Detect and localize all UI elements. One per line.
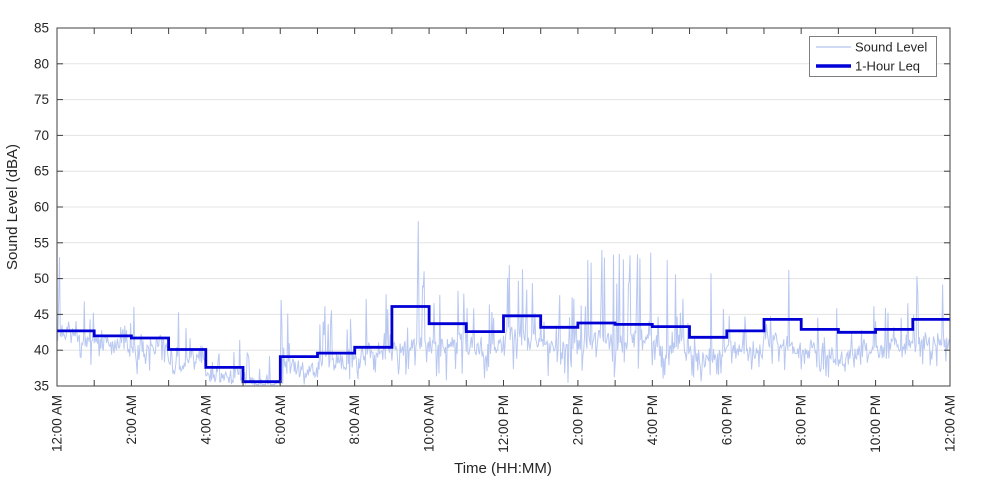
y-tick-label: 70 bbox=[34, 128, 49, 143]
y-tick-label: 85 bbox=[34, 21, 49, 36]
x-tick-label: 10:00 AM bbox=[422, 395, 437, 452]
y-axis-title: Sound Level (dBA) bbox=[4, 144, 21, 270]
x-tick-label: 4:00 AM bbox=[198, 395, 213, 445]
axis-ticks bbox=[56, 27, 951, 387]
x-tick-label: 6:00 AM bbox=[273, 395, 288, 445]
legend-entry-sound-level: Sound Level bbox=[816, 40, 927, 55]
y-tick-label: 75 bbox=[34, 92, 49, 107]
x-tick-label: 6:00 PM bbox=[719, 395, 734, 445]
x-tick-labels: 12:00 AM 2:00 AM 4:00 AM 6:00 AM 8:00 AM 10:0… bbox=[50, 395, 958, 453]
y-tick-label: 50 bbox=[34, 271, 49, 286]
x-tick-label: 2:00 AM bbox=[124, 395, 139, 445]
y-tick-label: 40 bbox=[34, 343, 49, 358]
y-tick-label: 35 bbox=[34, 379, 49, 394]
x-tick-label: 8:00 AM bbox=[347, 395, 362, 445]
y-tick-label: 60 bbox=[34, 200, 49, 215]
y-tick-label: 45 bbox=[34, 307, 49, 322]
x-tick-label: 12:00 AM bbox=[943, 395, 958, 452]
x-tick-label: 8:00 PM bbox=[794, 395, 809, 445]
x-tick-label: 4:00 PM bbox=[645, 395, 660, 445]
y-tick-label: 65 bbox=[34, 164, 49, 179]
y-tick-label: 80 bbox=[34, 56, 49, 71]
sound-level-series bbox=[56, 221, 951, 387]
leq-series bbox=[57, 305, 950, 384]
legend-label-leq: 1-Hour Leq bbox=[855, 59, 920, 74]
x-tick-label: 12:00 PM bbox=[496, 395, 511, 453]
y-tick-labels: 35 40 45 50 55 60 65 70 75 80 85 bbox=[34, 21, 49, 394]
y-tick-label: 55 bbox=[34, 235, 49, 250]
legend-box bbox=[809, 36, 937, 77]
y-gridlines bbox=[57, 63, 950, 351]
x-tick-label: 12:00 AM bbox=[50, 395, 65, 452]
legend-label-sound-level: Sound Level bbox=[855, 40, 927, 55]
x-tick-label: 10:00 PM bbox=[868, 395, 883, 453]
x-tick-label: 2:00 PM bbox=[570, 395, 585, 445]
x-axis-title: Time (HH:MM) bbox=[454, 460, 552, 477]
legend: Sound Level 1-Hour Leq bbox=[809, 36, 937, 77]
legend-entry-leq: 1-Hour Leq bbox=[816, 59, 920, 74]
